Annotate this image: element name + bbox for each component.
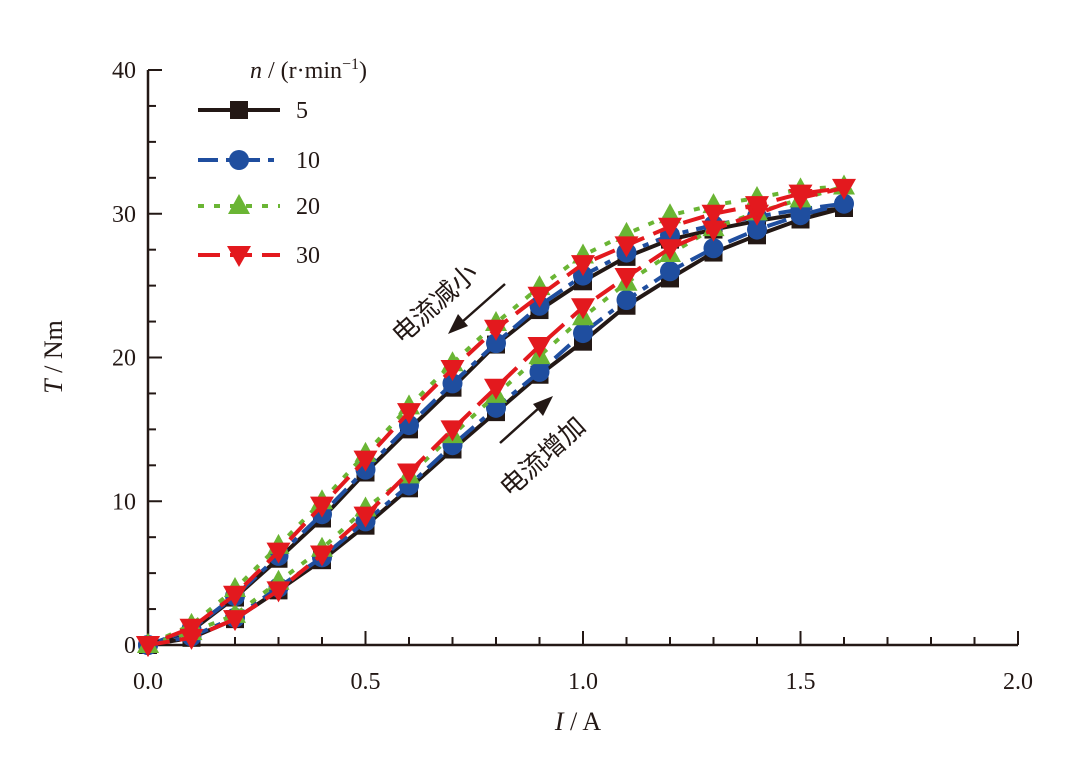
legend-title-exp: −1 (342, 56, 359, 73)
data-point-30 (658, 239, 682, 261)
legend-label: 10 (296, 148, 320, 174)
data-point-30 (745, 196, 769, 218)
data-point-30 (832, 178, 856, 200)
legend-label: 5 (296, 98, 308, 124)
series-layer (136, 174, 856, 657)
y-tick-label: 40 (112, 58, 136, 84)
x-axis-title: I / A (554, 707, 601, 736)
data-point-10 (442, 373, 463, 394)
y-axis-var: T (39, 378, 68, 394)
series-line-20 (147, 184, 846, 647)
legend: n / (r·min−1) 5 10 20 30 (198, 56, 367, 269)
data-point-30 (179, 618, 204, 640)
arrowhead-decreasing (448, 314, 468, 334)
data-point-30 (136, 636, 160, 657)
x-tick-label: 2.0 (1003, 669, 1033, 695)
arrow-increasing (499, 406, 541, 444)
y-tick-label: 30 (112, 202, 136, 228)
data-point-30 (266, 581, 291, 603)
data-point-10 (573, 323, 593, 344)
data-point-30 (266, 542, 291, 564)
legend-title-close: ) (359, 58, 367, 84)
legend-marker (228, 194, 250, 214)
data-point-30 (701, 204, 726, 226)
series-30 (136, 178, 856, 657)
data-point-30 (484, 378, 508, 400)
arrow-decreasing (461, 283, 506, 323)
annotation-increasing-text: 电流增加 (495, 411, 592, 503)
axes: 0.0 0.5 1.0 1.5 2.0 0 10 20 30 40 (112, 58, 1033, 695)
y-tick-label: 20 (112, 346, 136, 372)
arrowhead-increasing (533, 396, 553, 416)
data-point-30 (310, 545, 334, 567)
data-point-30 (788, 184, 813, 206)
data-point-10 (486, 333, 506, 354)
y-tick-label: 10 (112, 489, 136, 515)
data-point-10 (529, 361, 550, 382)
annotation-increasing: 电流增加 (495, 396, 592, 503)
data-point-30 (484, 319, 508, 341)
legend-label: 20 (296, 194, 320, 220)
data-point-30 (353, 450, 378, 472)
legend-entry-20: 20 (198, 194, 320, 220)
data-point-10 (703, 238, 724, 259)
x-tick-label: 0.0 (133, 669, 163, 695)
data-point-30 (527, 337, 552, 358)
legend-title-unit: / (r·min (262, 58, 342, 84)
legend-title: n / (r·min−1) (250, 56, 367, 84)
data-point-30 (658, 217, 682, 239)
data-point-30 (440, 360, 465, 381)
data-point-30 (614, 236, 639, 258)
data-point-30 (571, 298, 595, 320)
y-axis-title: T / Nm (39, 320, 68, 394)
x-tick-label: 1.0 (568, 669, 598, 695)
data-point-30 (223, 610, 247, 632)
data-point-30 (440, 420, 465, 442)
legend-marker (229, 150, 249, 170)
legend-label: 30 (296, 243, 320, 269)
data-point-10 (660, 261, 680, 282)
y-tick-label: 0 (124, 633, 136, 659)
legend-entry-5: 5 (198, 98, 308, 124)
data-point-30 (397, 463, 421, 485)
data-point-30 (353, 506, 378, 528)
data-point-30 (310, 496, 334, 518)
legend-marker (227, 246, 251, 267)
annotation-decreasing-text: 电流减小 (387, 258, 484, 350)
legend-marker (230, 101, 248, 119)
data-point-30 (397, 403, 421, 425)
legend-entry-10: 10 (198, 148, 320, 174)
x-axis-var: I (554, 707, 565, 736)
legend-entry-30: 30 (198, 243, 320, 269)
data-point-30 (223, 585, 247, 607)
data-point-30 (701, 220, 726, 242)
x-axis-unit: / A (564, 707, 602, 736)
y-axis-unit: / Nm (39, 320, 68, 379)
legend-title-var: n (250, 58, 262, 84)
data-point-30 (571, 255, 595, 277)
x-tick-label: 1.5 (786, 669, 816, 695)
data-point-30 (527, 286, 552, 308)
data-point-10 (616, 290, 637, 310)
x-tick-label: 0.5 (351, 669, 381, 695)
data-point-30 (614, 268, 639, 289)
data-point-10 (834, 193, 854, 214)
